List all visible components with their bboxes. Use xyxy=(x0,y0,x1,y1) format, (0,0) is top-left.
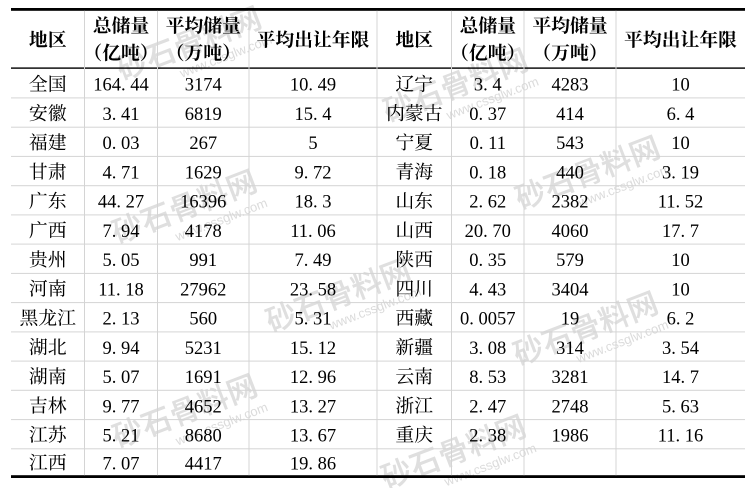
svg-text:4060: 4060 xyxy=(552,222,589,242)
svg-text:3. 08: 3. 08 xyxy=(469,339,506,359)
svg-text:414: 414 xyxy=(556,105,584,125)
svg-text:10: 10 xyxy=(671,76,690,96)
svg-text:4. 71: 4. 71 xyxy=(103,163,140,183)
svg-text:19. 86: 19. 86 xyxy=(290,454,336,474)
svg-text:6. 4: 6. 4 xyxy=(667,105,695,125)
svg-text:15. 4: 15. 4 xyxy=(295,105,332,125)
svg-text:13. 27: 13. 27 xyxy=(290,397,336,417)
svg-text:543: 543 xyxy=(556,134,584,154)
svg-text:12. 96: 12. 96 xyxy=(290,368,336,388)
svg-text:0. 18: 0. 18 xyxy=(469,163,506,183)
svg-text:2. 47: 2. 47 xyxy=(469,397,506,417)
svg-text:5231: 5231 xyxy=(185,339,222,359)
svg-text:8680: 8680 xyxy=(185,427,222,447)
svg-text:5: 5 xyxy=(308,134,317,154)
svg-text:3. 19: 3. 19 xyxy=(662,163,699,183)
svg-text:3. 54: 3. 54 xyxy=(662,339,699,359)
svg-text:7. 94: 7. 94 xyxy=(103,222,140,242)
svg-text:0. 03: 0. 03 xyxy=(103,134,140,154)
svg-text:560: 560 xyxy=(189,310,217,330)
svg-text:0. 37: 0. 37 xyxy=(469,105,506,125)
svg-text:2382: 2382 xyxy=(552,193,589,213)
svg-text:0. 35: 0. 35 xyxy=(469,251,506,271)
svg-text:2. 38: 2. 38 xyxy=(469,427,506,447)
svg-text:23. 58: 23. 58 xyxy=(290,280,336,300)
svg-text:314: 314 xyxy=(556,339,584,359)
svg-text:6819: 6819 xyxy=(185,105,222,125)
svg-text:1986: 1986 xyxy=(552,427,589,447)
svg-text:18. 3: 18. 3 xyxy=(295,193,332,213)
svg-text:19: 19 xyxy=(561,310,580,330)
svg-text:0. 11: 0. 11 xyxy=(470,134,506,154)
svg-text:10: 10 xyxy=(671,251,690,271)
svg-text:9. 77: 9. 77 xyxy=(103,397,140,417)
svg-text:5. 07: 5. 07 xyxy=(103,368,140,388)
svg-text:1629: 1629 xyxy=(185,163,222,183)
svg-text:11. 06: 11. 06 xyxy=(290,222,336,242)
svg-text:3404: 3404 xyxy=(552,280,589,300)
svg-text:3. 4: 3. 4 xyxy=(474,76,502,96)
svg-text:164. 44: 164. 44 xyxy=(93,76,149,96)
svg-text:9. 94: 9. 94 xyxy=(103,339,140,359)
svg-text:7. 49: 7. 49 xyxy=(295,251,332,271)
svg-text:3174: 3174 xyxy=(185,76,222,96)
svg-text:0. 0057: 0. 0057 xyxy=(460,310,516,330)
svg-text:3281: 3281 xyxy=(552,368,589,388)
svg-text:2. 62: 2. 62 xyxy=(469,193,506,213)
svg-text:267: 267 xyxy=(189,134,217,154)
svg-text:6. 2: 6. 2 xyxy=(667,310,695,330)
svg-text:11. 52: 11. 52 xyxy=(658,193,704,213)
svg-text:16396: 16396 xyxy=(180,193,226,213)
svg-text:4283: 4283 xyxy=(552,76,589,96)
svg-text:5. 21: 5. 21 xyxy=(103,427,140,447)
svg-text:1691: 1691 xyxy=(185,368,222,388)
svg-text:14. 7: 14. 7 xyxy=(662,368,699,388)
svg-text:5. 63: 5. 63 xyxy=(662,397,699,417)
svg-text:27962: 27962 xyxy=(180,280,226,300)
svg-text:4417: 4417 xyxy=(185,454,222,474)
svg-text:5. 31: 5. 31 xyxy=(295,310,332,330)
svg-text:2. 13: 2. 13 xyxy=(103,310,140,330)
svg-text:11. 18: 11. 18 xyxy=(98,280,144,300)
svg-text:991: 991 xyxy=(189,251,217,271)
svg-text:17. 7: 17. 7 xyxy=(662,222,699,242)
svg-text:10. 49: 10. 49 xyxy=(290,76,336,96)
svg-text:20. 70: 20. 70 xyxy=(465,222,511,242)
svg-text:9. 72: 9. 72 xyxy=(295,163,332,183)
svg-text:579: 579 xyxy=(556,251,584,271)
svg-text:2748: 2748 xyxy=(552,397,589,417)
svg-text:5. 05: 5. 05 xyxy=(103,251,140,271)
svg-text:4. 43: 4. 43 xyxy=(469,280,506,300)
svg-text:4178: 4178 xyxy=(185,222,222,242)
svg-text:13. 67: 13. 67 xyxy=(290,427,336,447)
svg-text:8. 53: 8. 53 xyxy=(469,368,506,388)
svg-text:7. 07: 7. 07 xyxy=(103,454,140,474)
svg-text:4652: 4652 xyxy=(185,397,222,417)
svg-text:10: 10 xyxy=(671,134,690,154)
svg-text:11. 16: 11. 16 xyxy=(658,427,704,447)
svg-text:440: 440 xyxy=(556,163,584,183)
svg-text:15. 12: 15. 12 xyxy=(290,339,336,359)
svg-text:3. 41: 3. 41 xyxy=(103,105,140,125)
svg-text:44. 27: 44. 27 xyxy=(98,193,144,213)
svg-text:10: 10 xyxy=(671,280,690,300)
